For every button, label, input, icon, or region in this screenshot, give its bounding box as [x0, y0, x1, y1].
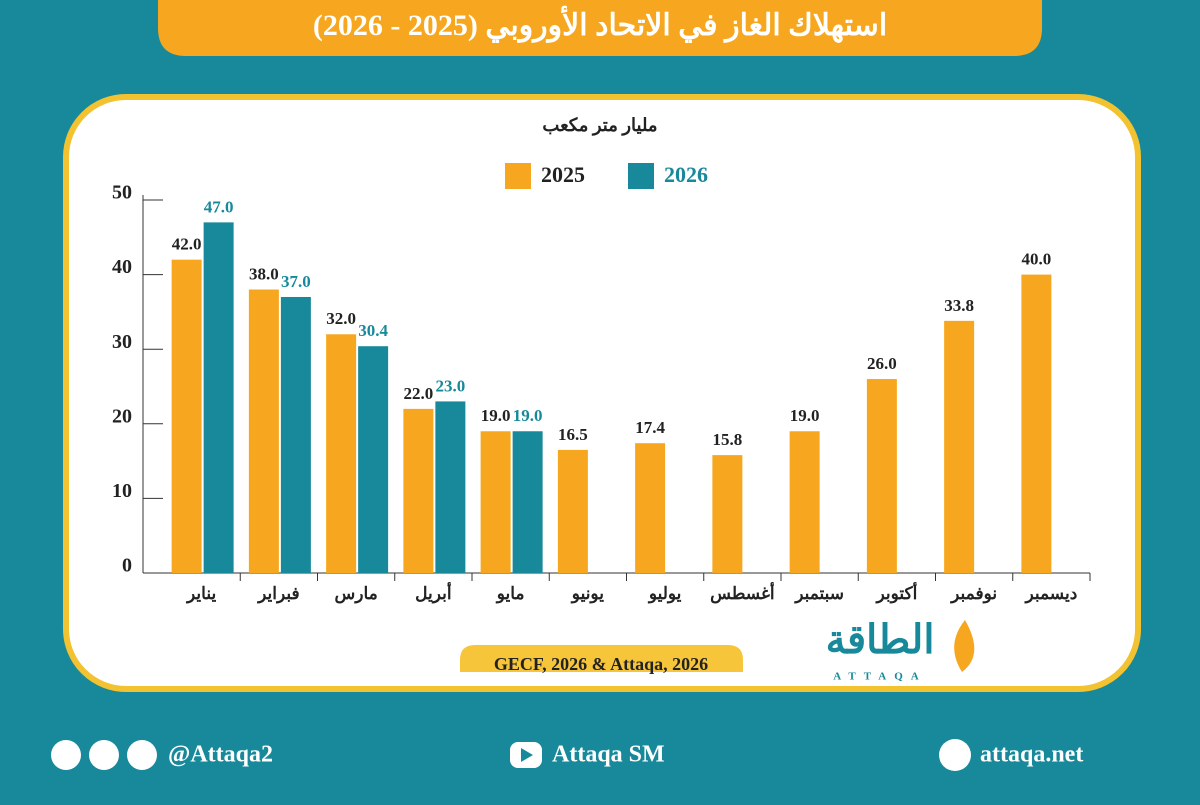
value-label: 15.8	[713, 430, 743, 449]
value-label: 17.4	[635, 418, 665, 437]
value-label: 37.0	[281, 272, 311, 291]
unit-label: مليار متر مكعب	[542, 115, 657, 136]
bar	[789, 431, 820, 573]
bar	[326, 334, 357, 573]
bar	[635, 443, 666, 573]
value-label: 22.0	[404, 384, 434, 403]
y-tick-label: 40	[112, 256, 132, 278]
legend-swatch	[628, 163, 654, 189]
legend-label: 2026	[664, 162, 708, 187]
footer: @Attaqa2 Attaqa SM attaqa.net	[51, 739, 1083, 771]
logo: الطاقة ATTAQA	[826, 617, 975, 683]
y-tick-label: 50	[112, 182, 132, 204]
bar	[203, 222, 234, 573]
x-tick-label: نوفمبر	[949, 584, 997, 604]
value-label: 19.0	[481, 406, 511, 425]
x-tick-label: أبريل	[415, 581, 452, 604]
x-tick-label: يناير	[185, 584, 216, 604]
value-label: 40.0	[1022, 250, 1052, 269]
youtube-name: Attaqa SM	[552, 742, 665, 768]
value-label: 23.0	[436, 376, 466, 395]
y-tick-label: 30	[112, 331, 132, 353]
x-tick-label: مايو	[495, 584, 525, 604]
bar	[480, 431, 511, 573]
logo-flame	[954, 620, 975, 672]
value-label: 26.0	[867, 354, 897, 373]
value-label: 30.4	[358, 321, 388, 340]
bar	[944, 320, 975, 573]
x-tick-label: أغسطس	[710, 581, 775, 604]
legend-swatch	[505, 163, 531, 189]
value-label: 19.0	[513, 406, 543, 425]
bar	[712, 455, 743, 573]
value-label: 42.0	[172, 235, 202, 254]
value-label: 33.8	[944, 296, 974, 315]
source: GECF, 2026 & Attaqa, 2026	[494, 654, 708, 674]
x-tick-label: يونيو	[570, 584, 604, 604]
bar	[866, 379, 897, 573]
bar	[435, 401, 466, 573]
bar	[358, 346, 389, 573]
legend-label: 2025	[541, 162, 585, 187]
source-tab	[460, 645, 743, 672]
value-label: 38.0	[249, 264, 279, 283]
x-tick-label: ديسمبر	[1023, 584, 1077, 604]
value-label: 19.0	[790, 406, 820, 425]
value-label: 16.5	[558, 425, 588, 444]
y-tick-label: 0	[122, 555, 132, 577]
value-label: 32.0	[326, 309, 356, 328]
y-tick-label: 10	[112, 480, 132, 502]
bar	[1021, 274, 1052, 573]
web-icon	[939, 739, 971, 771]
bar	[171, 259, 202, 573]
y-tick-label: 20	[112, 405, 132, 427]
website: attaqa.net	[980, 742, 1083, 768]
bar	[512, 431, 543, 573]
social-handle: @Attaqa2	[168, 742, 273, 768]
title-banner	[158, 0, 1042, 56]
logo-latin: ATTAQA	[833, 671, 926, 683]
bar	[248, 289, 279, 573]
x-tick-label: سبتمبر	[793, 584, 844, 604]
instagram-icon	[89, 740, 119, 770]
logo-text: الطاقة	[826, 617, 935, 662]
x-tick-label: مارس	[335, 584, 378, 604]
youtube-play	[521, 748, 533, 762]
facebook-icon	[127, 740, 157, 770]
x-tick-label: فبراير	[256, 584, 299, 604]
value-label: 47.0	[204, 197, 234, 216]
bar	[557, 449, 588, 573]
chart-title: استهلاك الغاز في الاتحاد الأوروبي (2025 …	[313, 6, 887, 43]
x-icon	[51, 740, 81, 770]
x-tick-label: يوليو	[647, 584, 682, 604]
x-tick-label: أكتوبر	[874, 581, 917, 604]
bar	[280, 296, 311, 573]
bar	[403, 408, 434, 573]
